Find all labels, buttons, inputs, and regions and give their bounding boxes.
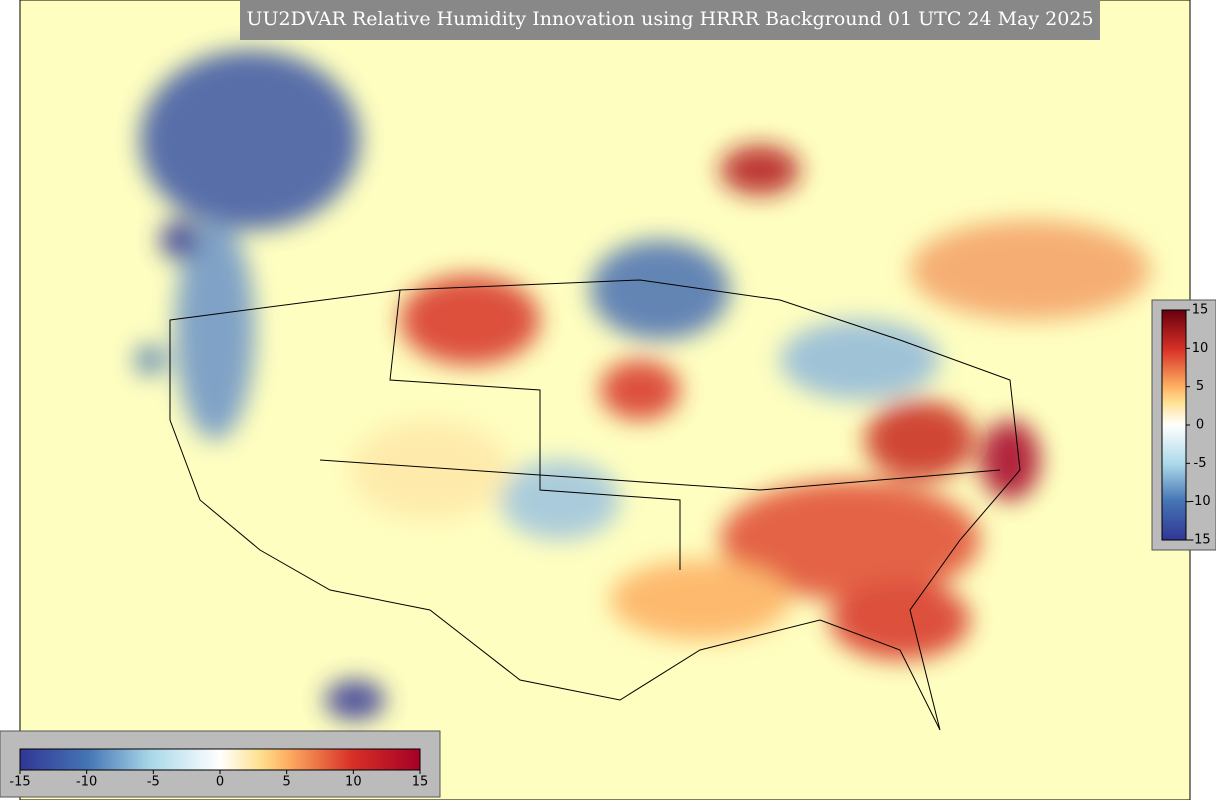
colorbar-ticks: -15 -10 -5 0 5 10 15 15 10 5 0 -5 -10 -15 [9,303,1210,790]
tick-label: -10 [1189,494,1210,509]
tick-label: -15 [1189,533,1210,548]
tick-label: -15 [9,775,30,790]
tick-label: -5 [147,775,160,790]
vertical-colorbar [1161,309,1187,541]
tick-label: 15 [412,775,429,790]
title: UU2DVAR Relative Humidity Innovation usi… [246,8,1093,30]
tick-label: 0 [216,775,224,790]
horizontal-colorbar [19,748,421,771]
tick-label: 5 [283,775,291,790]
innovation-field [135,50,1150,720]
tick-label: 15 [1192,303,1209,318]
tick-label: 10 [345,775,362,790]
boundaries [169,279,1021,731]
title-box [240,0,1100,40]
tick-label: -10 [76,775,97,790]
tick-label: 0 [1196,418,1204,433]
tick-label: 5 [1196,379,1204,394]
tick-label: -5 [1194,456,1207,471]
tick-label: 10 [1192,341,1209,356]
